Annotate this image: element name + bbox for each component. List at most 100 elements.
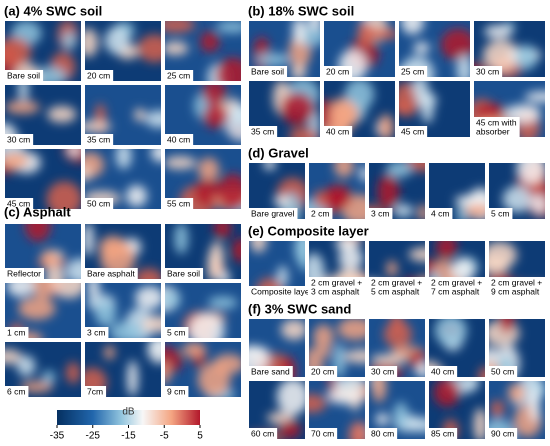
label-box (85, 134, 114, 145)
label-box (5, 134, 34, 145)
tile-border (488, 318, 546, 378)
tile-border (164, 148, 242, 210)
tile-border (164, 20, 242, 82)
blob (4, 152, 29, 169)
label-box (165, 134, 194, 145)
label-box (429, 366, 458, 377)
panel-title: (c) Asphalt (4, 204, 71, 219)
tile-border (248, 80, 321, 138)
blob (456, 54, 471, 78)
label-box (309, 428, 338, 439)
tile-border (308, 162, 366, 220)
blob (435, 240, 458, 260)
blob (484, 24, 513, 39)
tile-label: 20 cm (324, 66, 353, 77)
colorbar (57, 410, 200, 425)
label-text: 45 cm (401, 126, 424, 136)
label-box (399, 126, 428, 137)
blob (454, 194, 486, 206)
tile-label: 1 cm (5, 327, 29, 338)
blob (115, 148, 132, 170)
blob (313, 324, 334, 351)
heatmap-tile (164, 148, 242, 210)
blob (145, 110, 162, 128)
label-text: 4 cm (431, 208, 449, 218)
heatmap-tile (84, 223, 162, 280)
label-text: 50 cm (491, 366, 514, 376)
blob (466, 380, 480, 390)
blob (135, 286, 162, 310)
blob (277, 265, 289, 288)
tile-border (398, 80, 471, 138)
label-text: 85 cm (431, 428, 454, 438)
tile-border (84, 20, 162, 82)
blob (288, 127, 319, 138)
heatmap-tile (368, 162, 426, 220)
label-text: Composite layer (251, 286, 313, 296)
tile-label: 60 cm (249, 428, 278, 439)
label-text: Bare soil (7, 70, 40, 80)
label-box (399, 66, 428, 77)
blob (464, 204, 486, 218)
tile-blobs (84, 223, 162, 280)
tile-border (368, 240, 426, 298)
tile-label: 35 cm (249, 126, 278, 137)
blob (440, 28, 471, 61)
label-text: 2 cm gravel + (311, 277, 362, 287)
blob (250, 240, 267, 253)
blob (197, 157, 220, 182)
label-text: Bare sand (251, 366, 290, 376)
tile-blobs (253, 20, 321, 78)
label-box (489, 277, 546, 297)
tile-border (473, 80, 546, 138)
tile-border (428, 240, 486, 298)
tile-blobs (87, 282, 162, 339)
label-text: 7cm (87, 386, 103, 396)
tile-label: 85 cm (429, 428, 458, 439)
label-box (429, 208, 453, 219)
tile-blobs (473, 20, 542, 78)
blob (4, 349, 22, 365)
tile-border (248, 318, 306, 378)
blob (273, 196, 290, 207)
blob (134, 108, 146, 122)
label-text: Bare soil (251, 66, 284, 76)
blob (344, 349, 366, 364)
label-text: 9 cm (167, 386, 185, 396)
tile-label: 20 cm (85, 70, 114, 81)
label-text: 6 cm (7, 386, 25, 396)
heatmap-tile (84, 282, 162, 339)
tile-border (488, 380, 546, 440)
label-box (369, 277, 426, 297)
blob (531, 194, 546, 215)
label-text: 9 cm asphalt (491, 286, 540, 296)
blob (386, 260, 398, 277)
tile-blobs (502, 162, 546, 219)
blob (182, 342, 207, 358)
heatmap-tile (164, 341, 242, 398)
label-box (85, 268, 138, 279)
blob (474, 103, 507, 119)
label-box (369, 208, 393, 219)
blob (104, 27, 130, 55)
blob (507, 383, 526, 403)
tile-label: Composite layer (249, 286, 316, 297)
blob (134, 268, 162, 280)
tile-blobs (84, 21, 162, 63)
label-box (165, 70, 194, 81)
blob (371, 380, 387, 403)
tile-border (308, 318, 366, 378)
heatmap-tile (4, 84, 82, 146)
colorbar-tick-label: -35 (50, 431, 65, 442)
blob (65, 361, 81, 384)
blob (164, 20, 195, 33)
label-box (85, 70, 114, 81)
label-box (489, 428, 518, 439)
blob (51, 282, 82, 299)
blob (478, 366, 486, 378)
blob (213, 353, 242, 374)
label-text: 5 cm asphalt (371, 286, 420, 296)
label-text: Bare soil (167, 268, 200, 278)
blob (248, 346, 269, 357)
blob (434, 318, 467, 346)
